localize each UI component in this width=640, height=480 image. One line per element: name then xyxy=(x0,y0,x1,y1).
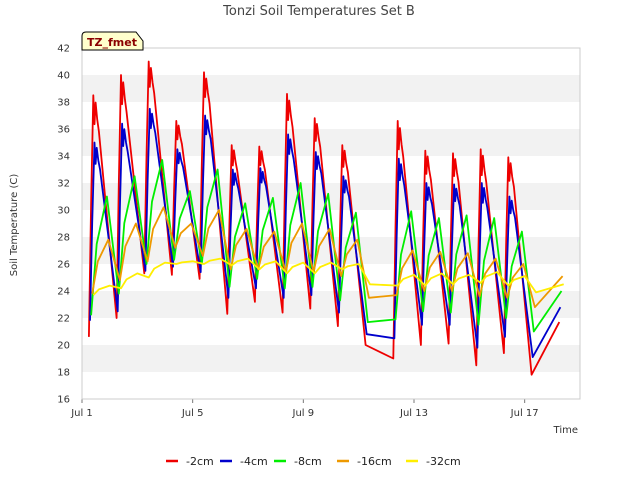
y-tick-label: 28 xyxy=(57,233,70,244)
x-tick-label: Jul 17 xyxy=(510,408,539,419)
grid-band xyxy=(82,345,580,372)
x-tick-label: Jul 5 xyxy=(181,408,204,419)
y-tick-label: 40 xyxy=(57,71,70,82)
y-tick-label: 22 xyxy=(57,314,70,325)
x-axis-label: Time xyxy=(553,425,578,436)
y-tick-label: 18 xyxy=(57,368,70,379)
series-line-minus-8cm xyxy=(90,159,563,333)
series-lines xyxy=(88,60,564,376)
legend: -2cm -4cm -8cm -16cm -32cm xyxy=(166,455,461,468)
y-tick-label: 20 xyxy=(57,341,70,352)
legend-label: -4cm xyxy=(240,455,268,468)
legend-label: -2cm xyxy=(186,455,214,468)
y-tick-label: 26 xyxy=(57,260,70,271)
plot-frame xyxy=(81,47,581,400)
badge-shape xyxy=(81,31,144,51)
x-tick-label: Jul 1 xyxy=(70,408,93,419)
legend-label: -8cm xyxy=(294,455,322,468)
y-axis-ticks: 16 18 20 22 24 26 28 30 32 34 36 38 40 42 xyxy=(57,44,70,406)
series-line-minus-4cm xyxy=(89,107,562,358)
grid-bands xyxy=(82,75,580,372)
badge-label: TZ_fmet xyxy=(87,36,137,49)
y-tick-label: 34 xyxy=(57,152,70,163)
legend-label: -32cm xyxy=(426,455,461,468)
series-line-minus-16cm xyxy=(91,206,564,309)
station-badge: TZ_fmet xyxy=(81,31,144,51)
y-axis-label: Soil Temperature (C) xyxy=(9,174,20,277)
x-tick-label: Jul 13 xyxy=(399,408,428,419)
y-tick-label: 24 xyxy=(57,287,70,298)
chart-title: Tonzi Soil Temperatures Set B xyxy=(222,4,415,19)
y-tick-label: 32 xyxy=(57,179,70,190)
x-tick-label: Jul 9 xyxy=(292,408,315,419)
y-tick-label: 36 xyxy=(57,125,70,136)
y-tick-label: 30 xyxy=(57,206,70,217)
legend-label: -16cm xyxy=(357,455,392,468)
y-tick-label: 42 xyxy=(57,44,70,55)
grid-band xyxy=(82,75,580,102)
grid-band xyxy=(82,129,580,156)
x-axis-ticks: Jul 1 Jul 5 Jul 9 Jul 13 Jul 17 xyxy=(70,399,539,419)
series-line-minus-2cm xyxy=(88,60,561,376)
grid-band xyxy=(82,291,580,318)
y-tick-label: 16 xyxy=(57,395,70,406)
series-line-minus-32cm xyxy=(92,257,564,296)
y-tick-label: 38 xyxy=(57,98,70,109)
grid-band xyxy=(82,183,580,210)
